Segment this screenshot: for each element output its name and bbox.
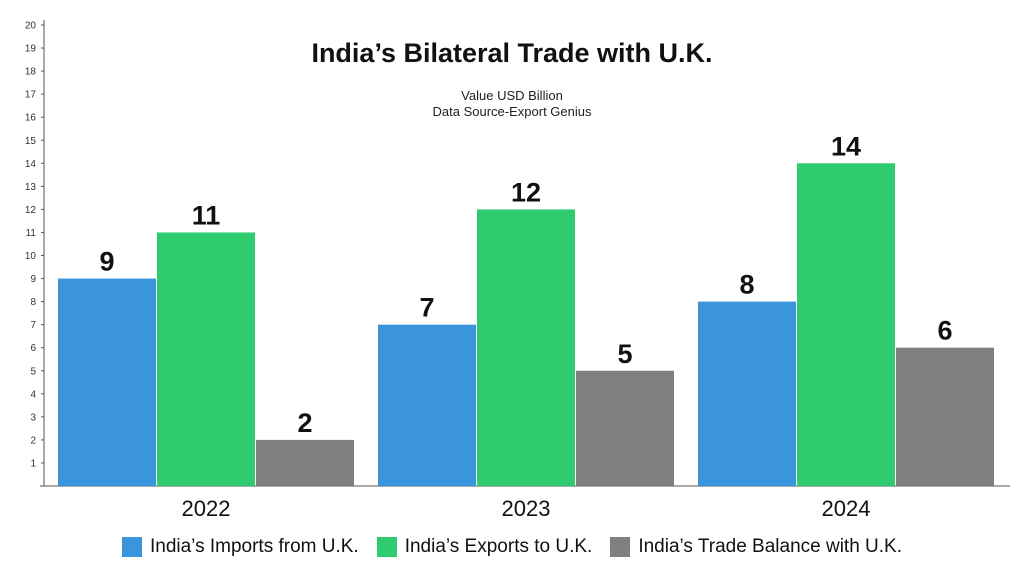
y-tick-label: 3 xyxy=(30,412,36,423)
chart-subtitle: Value USD Billion Data Source-Export Gen… xyxy=(0,88,1024,120)
data-label-balance-2022: 2 xyxy=(297,408,312,438)
bar-exports-2024 xyxy=(797,163,895,487)
legend-swatch-imports xyxy=(121,537,142,557)
data-label-exports-2022: 11 xyxy=(192,200,221,230)
bar-balance-2024 xyxy=(896,347,994,486)
x-tick-label-2024: 2024 xyxy=(822,496,871,521)
y-tick-label: 20 xyxy=(25,21,37,32)
y-tick-label: 12 xyxy=(25,205,37,216)
y-tick-label: 7 xyxy=(30,320,36,331)
bar-balance-2023 xyxy=(576,370,674,486)
subtitle-line-source: Data Source-Export Genius xyxy=(432,104,592,119)
legend-label-balance: India’s Trade Balance with U.K. xyxy=(638,536,903,557)
data-label-balance-2023: 5 xyxy=(617,339,632,369)
data-label-exports-2023: 12 xyxy=(511,177,541,207)
data-label-exports-2024: 14 xyxy=(831,131,861,161)
y-tick-label: 19 xyxy=(25,44,37,55)
subtitle-line-units: Value USD Billion xyxy=(461,88,563,103)
legend-swatch-balance xyxy=(610,537,631,557)
data-label-imports-2023: 7 xyxy=(419,293,434,323)
x-tick-label-2023: 2023 xyxy=(502,496,551,521)
legend-label-imports: India’s Imports from U.K. xyxy=(149,536,359,557)
x-tick-label-2022: 2022 xyxy=(182,496,231,521)
legend-label-exports: India’s Exports to U.K. xyxy=(404,536,593,557)
y-tick-label: 9 xyxy=(30,274,36,285)
legend: India’s Imports from U.K. India’s Export… xyxy=(0,536,1024,558)
data-label-balance-2024: 6 xyxy=(937,316,952,346)
data-label-imports-2022: 9 xyxy=(99,247,114,277)
y-tick-label: 15 xyxy=(25,136,37,147)
y-tick-label: 10 xyxy=(25,251,37,262)
legend-item-balance: India’s Trade Balance with U.K. xyxy=(610,536,902,558)
y-tick-label: 11 xyxy=(26,228,37,239)
legend-item-exports: India’s Exports to U.K. xyxy=(376,536,593,558)
bar-imports-2024 xyxy=(698,301,796,486)
data-label-imports-2024: 8 xyxy=(739,270,754,300)
bar-exports-2023 xyxy=(477,209,575,486)
bar-balance-2022 xyxy=(256,439,354,486)
y-tick-label: 13 xyxy=(25,182,37,193)
y-tick-label: 17 xyxy=(25,90,37,101)
y-tick-label: 4 xyxy=(30,389,36,400)
y-tick-label: 16 xyxy=(25,113,37,124)
y-tick-label: 18 xyxy=(25,67,37,78)
chart-title: India’s Bilateral Trade with U.K. xyxy=(311,38,713,68)
y-tick-label: 6 xyxy=(30,343,36,354)
y-tick-label: 5 xyxy=(30,366,36,377)
y-tick-label: 2 xyxy=(30,435,36,446)
y-tick-label: 1 xyxy=(30,458,36,469)
bar-imports-2022 xyxy=(58,278,156,486)
bar-exports-2022 xyxy=(157,232,255,486)
bar-imports-2023 xyxy=(378,324,476,486)
y-tick-label: 14 xyxy=(25,159,37,170)
legend-item-imports: India’s Imports from U.K. xyxy=(121,536,359,558)
y-tick-label: 8 xyxy=(30,297,36,308)
legend-swatch-exports xyxy=(376,537,397,557)
